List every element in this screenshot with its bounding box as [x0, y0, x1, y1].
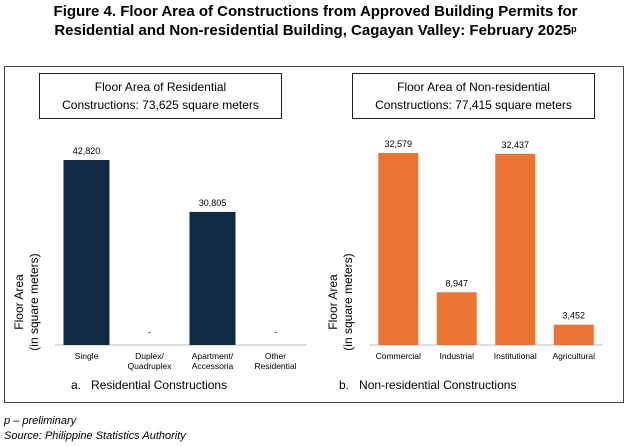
non-residential-data-label: 32,579 — [384, 139, 412, 149]
figure-title-line1: Figure 4. Floor Area of Constructions fr… — [53, 3, 578, 20]
non-residential-category-label: Commercial — [376, 351, 421, 361]
non-residential-category-label: Industrial — [440, 351, 475, 361]
figure-title-line2-text: Residential and Non-residential Building… — [54, 22, 572, 39]
non-residential-box-line1: Floor Area of Non-residential — [397, 80, 550, 94]
figure-title: Figure 4. Floor Area of Constructions fr… — [0, 2, 631, 40]
non-residential-box-line2: Constructions: 77,415 square meters — [375, 98, 572, 112]
non-residential-category-label: Institutional — [494, 351, 537, 361]
charts-frame: Floor Area of Residential Constructions:… — [4, 66, 624, 403]
non-residential-bar-chart: 32,579 Commercial 8,947 Industrial 32,437 Ins… — [369, 139, 603, 361]
figure-title-line2: Residential and Non-residential Building… — [0, 21, 631, 40]
residential-data-label: 42,820 — [73, 146, 101, 156]
residential-bar-chart: 42,820 Single - Duplex/Quadruplex 30,805 Apar… — [55, 146, 307, 371]
non-residential-bar — [495, 153, 536, 345]
non-residential-caption-letter: b. — [339, 378, 350, 392]
non-residential-data-label: 3,452 — [562, 311, 585, 321]
residential-caption-letter: a. — [71, 378, 82, 392]
residential-category-label: Other — [265, 351, 286, 361]
non-residential-bar — [378, 153, 419, 345]
residential-caption: a. Residential Constructions — [71, 378, 227, 392]
residential-data-label: - — [274, 327, 277, 337]
non-residential-caption-text: Non-residential Constructions — [359, 378, 517, 392]
residential-category-label: Accessoria — [192, 361, 234, 371]
non-residential-bar — [436, 292, 477, 345]
non-residential-total-box: Floor Area of Non-residential Constructi… — [352, 73, 595, 119]
non-residential-panel: Floor Area of Non-residential Constructi… — [319, 67, 629, 402]
residential-category-label: Duplex/ — [135, 351, 164, 361]
residential-total-box: Floor Area of Residential Constructions:… — [39, 73, 282, 119]
residential-category-label: Residential — [254, 361, 296, 371]
non-residential-data-label: 8,947 — [445, 278, 468, 288]
non-residential-data-label: 32,437 — [501, 140, 529, 150]
non-residential-category-label: Agricultural — [552, 351, 595, 361]
residential-caption-text: Residential Constructions — [91, 378, 228, 392]
preliminary-superscript: p — [571, 24, 577, 34]
residential-box-line1: Floor Area of Residential — [94, 80, 227, 94]
non-residential-bar — [553, 324, 594, 345]
preliminary-note: p – preliminary — [4, 415, 77, 427]
source-note: Source: Philippine Statistics Authority — [4, 430, 186, 442]
residential-panel: Floor Area of Residential Constructions:… — [5, 67, 315, 402]
residential-box-line2: Constructions: 73,625 square meters — [62, 98, 259, 112]
non-residential-caption: b. Non-residential Constructions — [339, 378, 516, 392]
residential-category-label: Quadruplex — [128, 361, 173, 371]
residential-bar — [189, 211, 236, 345]
residential-category-label: Single — [75, 351, 99, 361]
residential-category-label: Apartment/ — [192, 351, 234, 361]
residential-data-label: 30,805 — [199, 198, 227, 208]
residential-bar — [63, 160, 110, 345]
residential-data-label: - — [148, 327, 151, 337]
